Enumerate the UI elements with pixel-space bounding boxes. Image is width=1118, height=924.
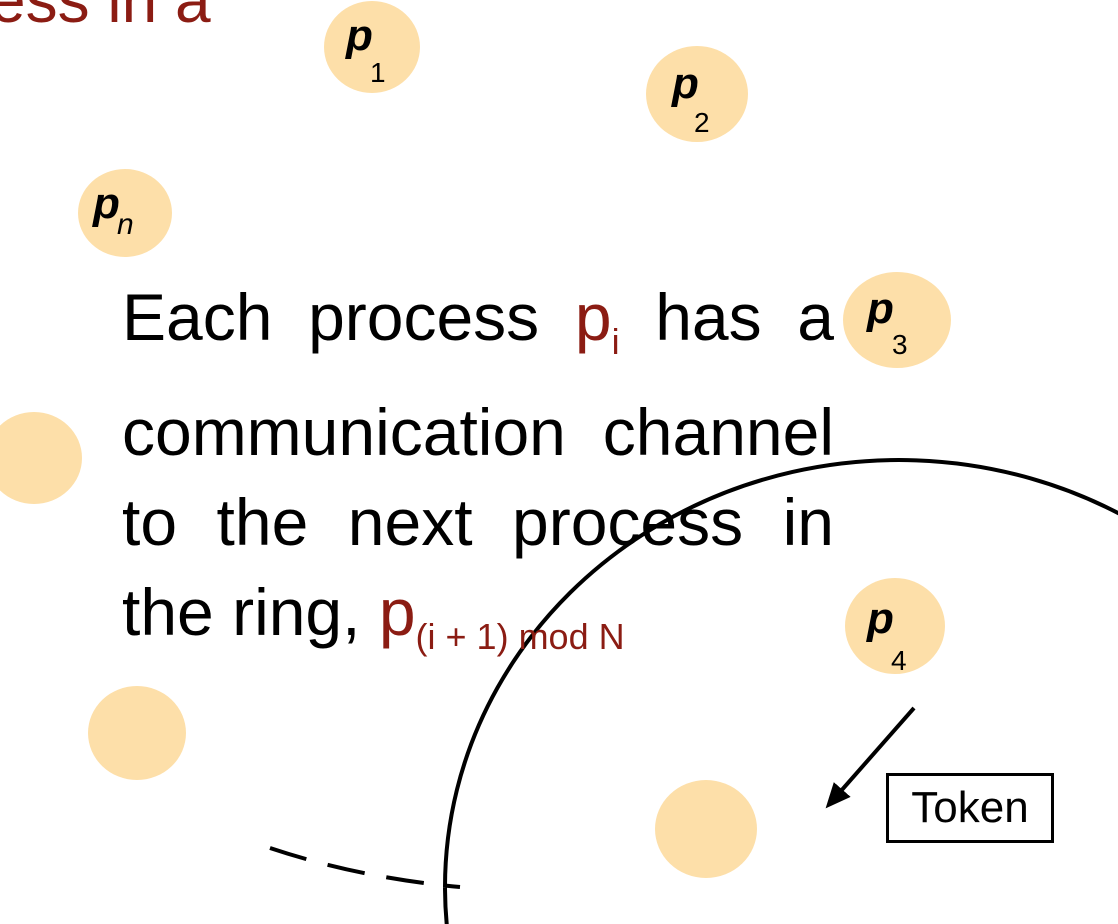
token-label: Token [886,773,1054,843]
ring-dashed-segment [269,846,461,889]
process-next: p(i + 1) mod N [378,575,625,657]
p1-subscript: 1 [370,57,386,88]
ring-description: Each process pi has a communication chan… [122,272,834,682]
process-node-p3 [843,272,951,368]
caption-text-middle: has a communication channel to the next … [122,280,834,650]
p4-subscript: 4 [891,645,907,676]
process-next-letter: p [378,575,416,650]
slide-title: ess in a [0,0,211,36]
p4-letter: p [866,594,894,643]
process-node-pn [78,169,172,257]
process-node-unlabeled-bottom [655,780,757,878]
p3-subscript: 3 [892,329,908,360]
process-node-p1 [324,1,420,93]
p2-subscript: 2 [694,107,710,138]
p3-letter: p [866,284,894,333]
process-pi-letter: p [574,280,612,354]
token-direction-arrow [825,706,916,809]
process-node-unlabeled-left [0,412,82,504]
process-next-subscript: (i + 1) mod N [415,616,625,658]
process-pi-subscript: i [611,321,620,363]
caption-text-start: Each process [122,280,575,354]
pn-subscript: n [117,208,134,241]
process-node-p4 [845,578,945,674]
pn-letter: p [92,179,120,228]
process-node-unlabeled-bottom-left [88,686,186,780]
process-pi: pi [574,280,620,362]
p2-letter: p [671,59,699,108]
ring-circle [443,458,1118,924]
process-node-p2 [646,46,748,142]
p1-letter: p [345,11,373,60]
